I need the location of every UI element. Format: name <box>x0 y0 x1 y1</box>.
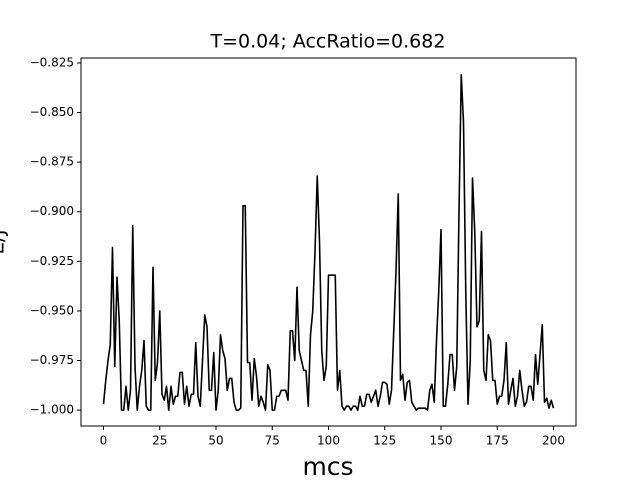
x-tick-label: 100 <box>317 434 340 448</box>
chart-title: T=0.04; AccRatio=0.682 <box>210 31 446 53</box>
y-tick-label: −0.975 <box>30 353 74 367</box>
y-tick-label: −1.000 <box>30 403 74 417</box>
x-tick-label: 50 <box>208 434 223 448</box>
plot-frame <box>80 57 577 427</box>
x-tick-label: 0 <box>100 434 108 448</box>
y-tick-label: −0.950 <box>30 303 74 317</box>
x-tick-label: 125 <box>373 434 396 448</box>
line-series <box>102 74 555 411</box>
x-axis-label: mcs <box>302 452 353 480</box>
y-tick-label: −0.875 <box>30 155 74 169</box>
x-tick-label: 175 <box>486 434 509 448</box>
y-tick-label: −0.900 <box>30 204 74 218</box>
y-tick-label: −0.925 <box>30 254 74 268</box>
x-tick-label: 75 <box>265 434 280 448</box>
y-tick-label: −0.825 <box>30 55 74 69</box>
y-tick-label: −0.850 <box>30 105 74 119</box>
x-tick-label: 25 <box>152 434 167 448</box>
x-tick-label: 150 <box>430 434 453 448</box>
y-axis-label: E/J <box>0 229 9 254</box>
x-tick-label: 200 <box>542 434 565 448</box>
